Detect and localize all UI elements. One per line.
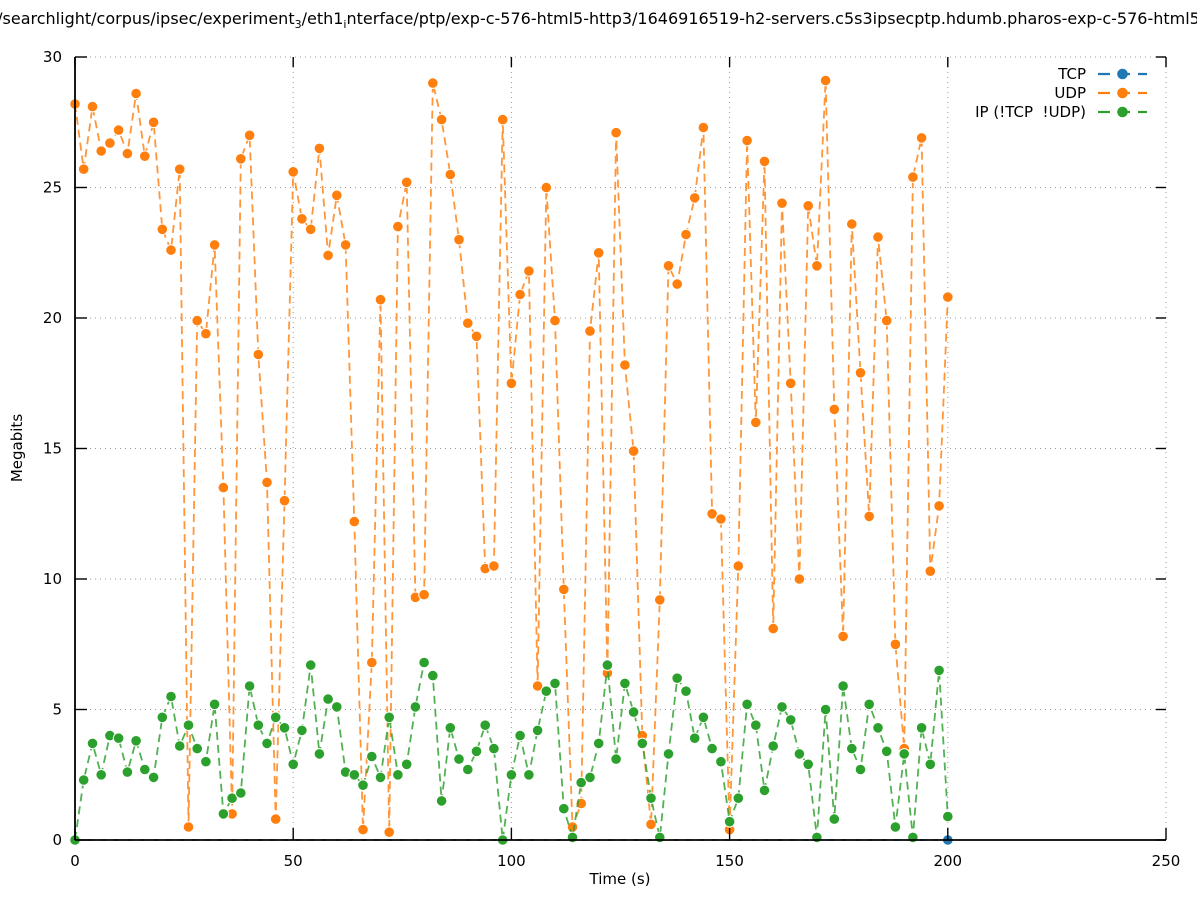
legend-label: TCP <box>1057 65 1086 83</box>
legend-item-ip: IP (!TCP !UDP) <box>975 103 1147 121</box>
legend-marker <box>1117 68 1128 80</box>
ip-series <box>69 656 954 846</box>
legend-marker <box>1117 106 1128 118</box>
y-tick-label: 10 <box>43 570 62 588</box>
chart-title-text: /searchlight/corpus/ipsec/experiment3/et… <box>0 6 1197 32</box>
axes <box>74 56 1167 841</box>
x-axis-label: Time (s) <box>589 870 651 888</box>
x-tick-label: 100 <box>497 852 526 870</box>
legend-label: UDP <box>1054 84 1086 102</box>
y-tick-label: 15 <box>43 440 62 458</box>
legend-item-tcp: TCP <box>1057 65 1147 83</box>
title-subscript: i <box>343 18 347 31</box>
title-subscript: 3 <box>294 18 302 31</box>
y-tick-label: 5 <box>52 701 62 719</box>
title-segment: /searchlight/corpus/ipsec/experiment <box>0 9 295 28</box>
y-tick-label: 20 <box>43 309 62 327</box>
chart-title: /searchlight/corpus/ipsec/experiment3/et… <box>0 6 1197 32</box>
x-tick-label: 50 <box>284 852 303 870</box>
legend-label: IP (!TCP !UDP) <box>975 103 1086 121</box>
udp-series <box>69 74 954 839</box>
y-axis-label: Megabits <box>8 413 26 483</box>
x-tick-label: 150 <box>715 852 744 870</box>
y-tick-label: 0 <box>52 831 62 849</box>
legend-marker <box>1117 87 1128 99</box>
title-segment: nterface/ptp/exp-c-576-html5-http3/16469… <box>346 9 1197 28</box>
x-tick-label: 0 <box>70 852 80 870</box>
legend-item-udp: UDP <box>1054 84 1147 102</box>
title-segment: /eth1 <box>301 9 344 28</box>
x-tick-label: 250 <box>1152 852 1181 870</box>
y-tick-label: 25 <box>43 179 62 197</box>
y-tick-label: 30 <box>43 48 62 66</box>
x-tick-label: 200 <box>933 852 962 870</box>
tick-labels: 0 5 10 15 20 25 30 0 50 100 150 200 250 <box>43 48 1180 870</box>
